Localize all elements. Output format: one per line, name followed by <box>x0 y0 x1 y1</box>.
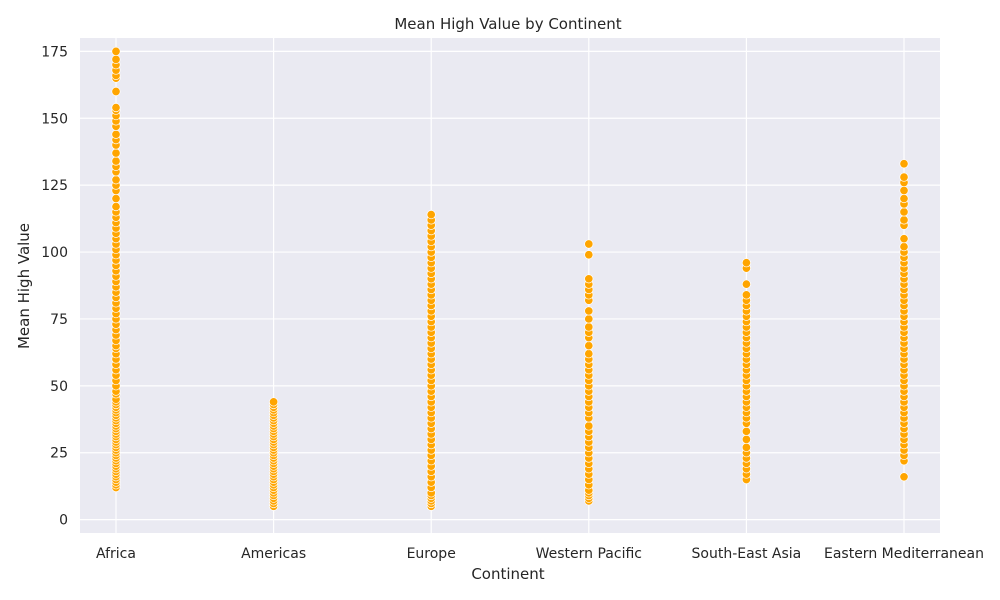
data-point <box>741 279 751 289</box>
data-point <box>584 314 594 324</box>
x-axis-label: Continent <box>471 565 544 583</box>
data-point <box>584 250 594 260</box>
data-point <box>899 215 909 225</box>
data-point <box>111 46 121 56</box>
y-tick-label: 125 <box>41 178 68 194</box>
data-point <box>584 421 594 431</box>
chart-title: Mean High Value by Continent <box>394 15 621 33</box>
data-point <box>741 290 751 300</box>
y-tick-label: 25 <box>50 446 68 462</box>
data-point <box>584 239 594 249</box>
data-point <box>584 306 594 316</box>
x-tick-labels: Africa Americas Europe Western Pacific South… <box>96 546 984 562</box>
y-axis-label: Mean High Value <box>15 223 33 349</box>
x-tick-label: Eastern Mediterranean <box>824 546 984 562</box>
data-point <box>899 207 909 217</box>
data-point <box>741 426 751 436</box>
data-point <box>584 322 594 332</box>
y-tick-label: 50 <box>50 379 68 395</box>
data-point <box>584 274 594 284</box>
y-tick-label: 100 <box>41 245 68 261</box>
data-point <box>584 341 594 351</box>
data-point <box>899 185 909 196</box>
data-point <box>111 193 121 204</box>
x-tick-label: Americas <box>241 546 306 562</box>
data-point <box>741 258 751 268</box>
x-tick-label: Europe <box>407 546 456 562</box>
data-point <box>111 129 121 139</box>
data-point <box>584 349 594 359</box>
y-tick-labels: 0 25 50 75 100 125 150 175 <box>41 44 68 528</box>
data-point <box>111 103 121 113</box>
y-tick-label: 0 <box>59 513 68 529</box>
data-point <box>111 86 121 97</box>
data-point <box>899 472 909 482</box>
y-tick-label: 175 <box>41 44 68 60</box>
x-tick-label: South-East Asia <box>692 546 802 562</box>
data-point <box>111 202 121 212</box>
data-point <box>111 54 121 64</box>
data-point <box>111 148 121 158</box>
data-point <box>899 193 909 204</box>
data-point <box>741 442 751 452</box>
data-point <box>899 234 909 244</box>
data-points <box>111 46 909 511</box>
x-tick-label: Africa <box>96 546 136 562</box>
y-tick-label: 75 <box>50 312 68 328</box>
data-point <box>111 156 121 166</box>
y-tick-label: 150 <box>41 111 68 127</box>
data-point <box>899 242 909 252</box>
data-point <box>899 172 909 182</box>
data-point <box>111 175 121 185</box>
data-point <box>269 397 279 407</box>
x-tick-label: Western Pacific <box>536 546 642 562</box>
data-point <box>741 434 751 444</box>
data-point <box>899 159 909 169</box>
plot-background <box>80 38 940 533</box>
data-point <box>426 210 436 220</box>
